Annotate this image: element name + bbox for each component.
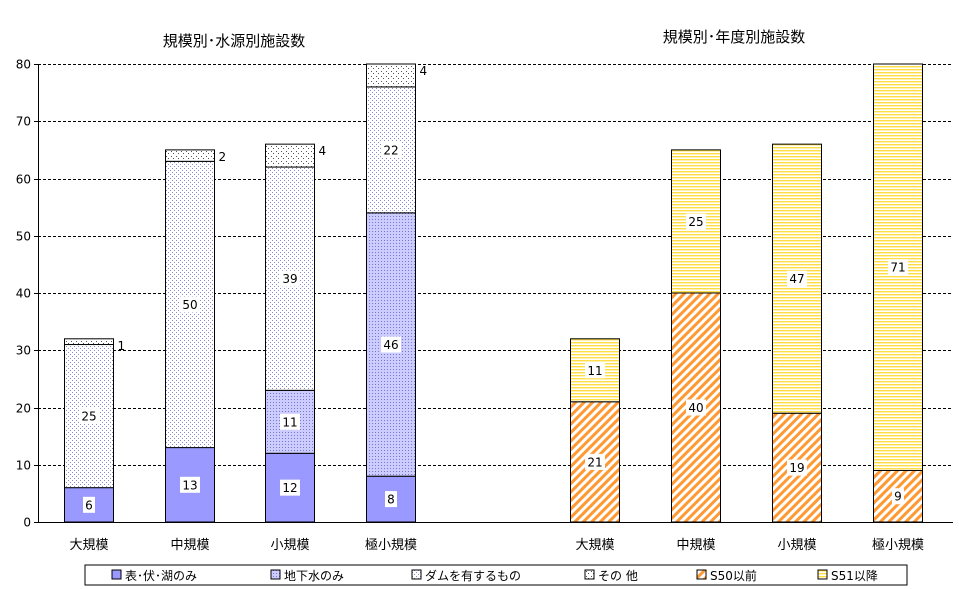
category-label: 大規模 [575,538,614,553]
data-label: 4 [420,64,428,78]
y-tick-label: 10 [16,459,31,473]
legend-label: その 他 [598,569,638,583]
data-label: 12 [282,481,297,495]
legend-swatch [584,569,595,580]
data-label: 4 [319,144,327,158]
category-label: 中規模 [676,538,715,553]
left-chart-title: 規模別･水源別施設数 [163,32,306,50]
data-label-background [787,459,807,476]
legend-label: S50以前 [710,568,757,583]
data-label: 1 [118,339,126,353]
data-label-background [385,491,397,508]
legend-label: ダムを有するもの [425,568,521,583]
data-label: 25 [688,215,703,229]
legend-label: S51以降 [831,569,878,583]
data-label: 6 [85,498,93,512]
data-label: 22 [383,143,398,157]
data-label: 8 [387,493,395,507]
data-label-background [686,213,706,230]
legend-label: 地下水のみ [284,569,344,583]
data-label: 19 [789,461,804,475]
data-label: 71 [890,261,905,275]
bar-segment [366,63,416,88]
category-label: 小規模 [270,538,309,553]
bar-segment [265,143,315,168]
y-tick-label: 40 [16,287,31,301]
category-labels: 大規模 中規模 小規模 極小規模 大規模 中規模 小規模 極小規模 [69,537,924,553]
category-label: 中規模 [170,538,209,553]
data-label: 39 [282,272,297,286]
category-label: 極小規模 [365,537,417,553]
legend: 表･伏･湖のみ 地下水のみ ダムを有するもの その 他 S50以前 S51以降 [84,564,908,586]
data-label-background [79,408,99,425]
y-tick-label: 60 [16,173,31,187]
data-label-background [381,336,401,353]
data-label: 40 [688,401,703,415]
data-label-background [280,270,300,287]
legend-swatch [817,569,828,580]
bar-segment [165,160,215,449]
data-label-background [83,496,95,513]
y-tick-label: 80 [16,58,31,72]
data-label-background [686,399,706,416]
data-label: 13 [182,478,197,492]
data-label: 25 [81,410,96,424]
category-label: 極小規模 [872,537,924,553]
data-label-background [585,362,605,379]
legend-swatch [111,569,122,580]
legend-swatch [270,569,281,580]
data-label-background [888,259,908,276]
data-label-background [585,453,605,470]
data-label: 11 [282,415,297,429]
right-chart-title: 規模別･年度別施設数 [663,28,806,46]
bars [64,63,923,523]
y-tick-label: 70 [16,115,31,129]
bar-segment [64,338,114,346]
data-label-background [280,413,300,430]
data-label: 47 [789,272,804,286]
data-label-background [180,296,200,313]
y-tick-label: 0 [23,516,31,530]
legend-swatch [696,569,707,580]
data-label-background [280,479,300,496]
y-tick-label: 20 [16,402,31,416]
y-tick-label: 30 [16,344,31,358]
data-labels: 6 25 1 13 50 2 12 11 39 4 8 46 22 4 21 11 40 25 19 47 9 71 [79,64,908,513]
data-label: 11 [587,364,602,378]
data-label-background [787,270,807,287]
data-label: 21 [587,455,602,469]
legend-swatch [411,569,422,580]
data-label-background [381,141,401,158]
data-label: 2 [219,150,227,164]
legend-label: 表･伏･湖のみ [125,568,197,583]
data-label: 9 [894,490,902,504]
data-label: 50 [182,298,197,312]
y-tick-label: 50 [16,230,31,244]
bar-segment [165,149,215,162]
category-label: 大規模 [69,538,108,553]
data-label-background [892,488,904,505]
data-label: 46 [383,338,398,352]
data-label-background [180,476,200,493]
category-label: 小規模 [777,538,816,553]
